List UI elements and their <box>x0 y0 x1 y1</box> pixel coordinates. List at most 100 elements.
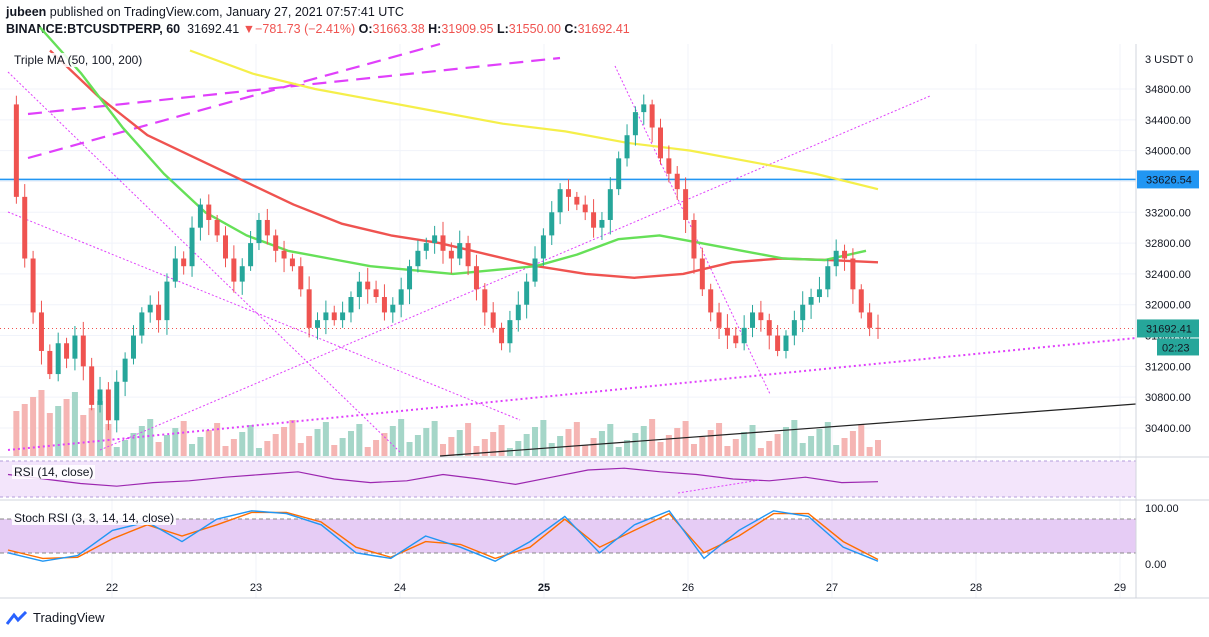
time-tick-label: 28 <box>970 582 982 594</box>
volume-bar <box>465 423 472 456</box>
stoch-indicator-label[interactable]: Stoch RSI (3, 3, 14, 14, close) <box>12 511 177 525</box>
close-value: 31692.41 <box>577 22 630 36</box>
candle-body <box>80 335 86 367</box>
tradingview-logo[interactable]: TradingView <box>5 610 105 625</box>
candle-body <box>750 312 756 328</box>
volume-bar <box>833 445 840 456</box>
candle-body <box>181 258 187 267</box>
down-arrow-icon: ▼ <box>242 22 256 36</box>
candle-body <box>13 104 19 197</box>
candle-body <box>47 350 53 375</box>
stoch-tick-label: 100.00 <box>1145 503 1179 515</box>
candle-body <box>641 104 647 113</box>
candle-body <box>197 204 203 228</box>
candle-body <box>557 189 563 213</box>
symbol-legend: BINANCE:BTCUSDTPERP, 60 31692.41 ▼−781.7… <box>6 22 630 36</box>
candle-body <box>783 335 789 351</box>
volume-bar <box>373 440 380 456</box>
candle-body <box>214 219 220 236</box>
volume-bar <box>431 421 438 456</box>
thin-trend-line <box>7 71 401 453</box>
candle-body <box>465 243 471 267</box>
volume-bar <box>389 426 396 456</box>
volume-bar <box>866 447 873 456</box>
volume-bar <box>473 446 480 456</box>
volume-bar <box>88 408 95 456</box>
high-label: H: <box>428 22 442 36</box>
volume-bar <box>540 420 547 456</box>
volume-bar <box>849 431 856 456</box>
price-tick-label: 31200.00 <box>1145 361 1191 373</box>
ma200-line <box>189 49 879 191</box>
rsi-indicator-label[interactable]: RSI (14, close) <box>12 465 96 479</box>
volume-bar <box>205 430 212 456</box>
candle-body <box>114 381 120 421</box>
volume-bar <box>189 444 196 456</box>
time-tick-label: 23 <box>250 582 262 594</box>
candle-body <box>858 289 864 313</box>
volume-bar <box>590 438 597 456</box>
candle-body <box>415 250 421 267</box>
ma-indicator-label[interactable]: Triple MA (50, 100, 200) <box>12 53 145 67</box>
candle-body <box>850 258 856 290</box>
candle-body <box>683 189 689 220</box>
candle-body <box>775 335 781 351</box>
candle-body <box>724 327 730 336</box>
last-price-tag <box>1137 319 1199 338</box>
candle-body <box>515 304 521 321</box>
volume-bar <box>573 422 580 456</box>
candle-body <box>599 219 605 228</box>
last-price-text: 31692.41 <box>1146 323 1192 335</box>
volume-bar <box>607 424 614 456</box>
price-change: −781.73 (−2.41%) <box>255 22 356 36</box>
candle-body <box>741 327 747 344</box>
volume-bar <box>364 447 371 456</box>
volume-bar <box>339 438 346 456</box>
candle-body <box>624 135 630 159</box>
candle-body <box>38 312 44 351</box>
volume-bar <box>381 433 388 456</box>
candle-body <box>875 327 881 329</box>
volume-bar <box>289 420 296 456</box>
candle-body <box>473 266 479 290</box>
candle-body <box>206 204 212 220</box>
volume-bar <box>21 404 28 456</box>
price-tick-label: 34000.00 <box>1145 146 1191 158</box>
price-tick-label: 30800.00 <box>1145 392 1191 404</box>
countdown-tag <box>1157 338 1199 356</box>
candle-body <box>791 320 797 336</box>
countdown-text: 02:23 <box>1162 342 1190 354</box>
candle-body <box>189 227 195 267</box>
volume-bar <box>30 397 37 456</box>
volume-bar <box>824 422 831 456</box>
volume-bar <box>239 432 246 456</box>
candle-body <box>582 204 588 213</box>
volume-bar <box>782 427 789 456</box>
volume-bar <box>506 448 513 456</box>
black-trend-line <box>439 403 1137 457</box>
candle-body <box>842 250 848 259</box>
candle-body <box>549 212 555 236</box>
candle-body <box>733 335 739 344</box>
candle-body <box>248 243 254 267</box>
volume-bar <box>197 437 204 456</box>
volume-bar <box>532 427 539 456</box>
volume-bar <box>314 429 321 456</box>
candle-body <box>490 312 496 328</box>
rsi-background <box>0 461 1136 497</box>
volume-bar <box>523 434 530 456</box>
candle-body <box>448 250 454 259</box>
open-value: 31663.38 <box>372 22 425 36</box>
candle-body <box>532 258 538 282</box>
volume-bar <box>398 419 405 456</box>
dotted-support-line <box>7 337 1137 451</box>
volume-bar <box>875 440 881 456</box>
candle-body <box>482 289 488 313</box>
stoch-k-line <box>7 509 879 562</box>
volume-bar <box>281 427 288 456</box>
dashed-channel-line <box>27 42 441 160</box>
candle-body <box>298 266 304 290</box>
volume-bar <box>138 426 145 456</box>
volume-bar <box>816 429 823 456</box>
